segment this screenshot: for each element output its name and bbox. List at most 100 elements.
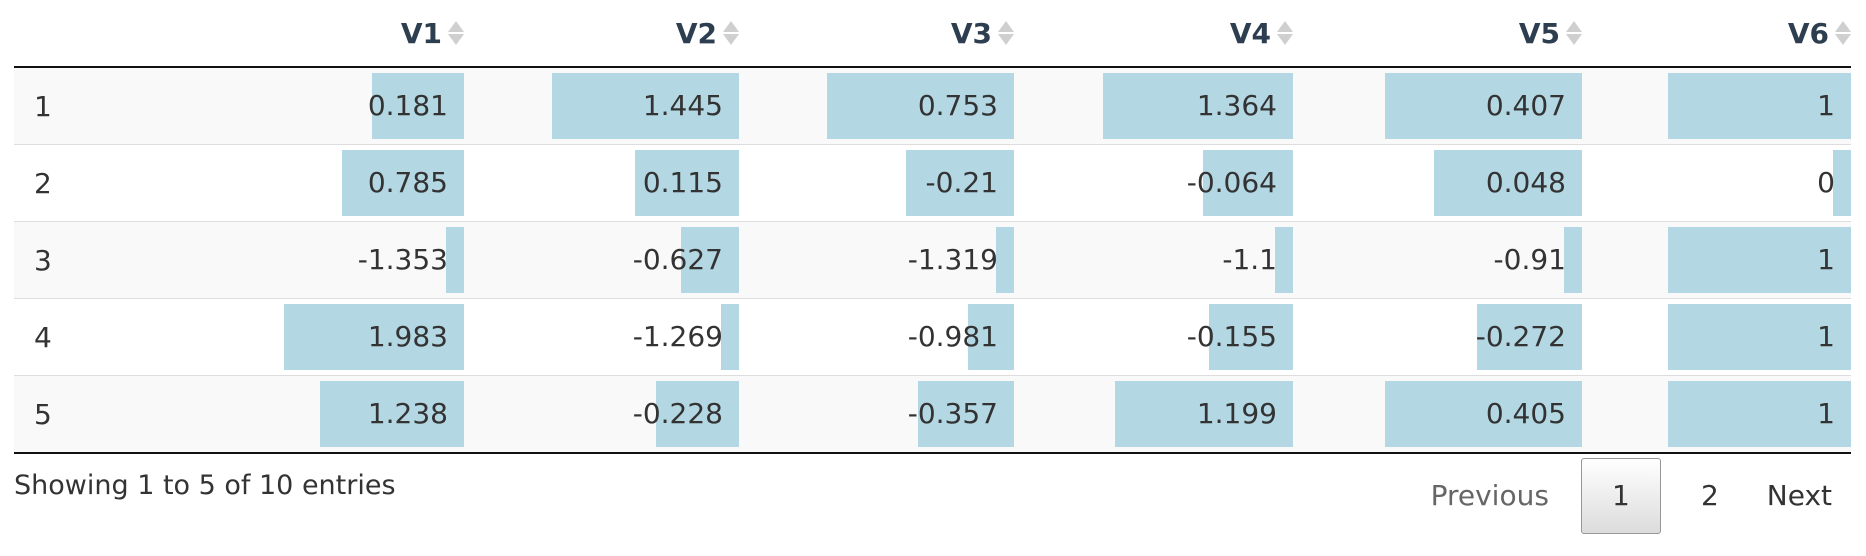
table-cell: 1.238	[200, 375, 464, 454]
value-bar	[1434, 150, 1582, 216]
column-label: V6	[1787, 16, 1829, 50]
header-v6[interactable]: V6	[1582, 0, 1851, 68]
value-bar	[1668, 227, 1851, 293]
pagination: Previous 1 2 Next	[1411, 458, 1852, 534]
row-name: 3	[14, 221, 200, 299]
row-name: 4	[14, 298, 200, 376]
table-cell: -0.228	[464, 375, 739, 454]
cell-value: -1.353	[357, 243, 448, 276]
cell-value: -1.1	[1222, 243, 1277, 276]
table-cell: 0.785	[200, 144, 464, 222]
cell-value: -1.319	[907, 243, 998, 276]
table-cell: -1.269	[464, 298, 739, 376]
cell-value: 0.048	[1485, 166, 1566, 199]
cell-value: 1	[1817, 243, 1835, 276]
cell-value: -0.21	[925, 166, 998, 199]
cell-value: 1	[1817, 89, 1835, 122]
table-cell: 1.199	[1014, 375, 1293, 454]
cell-value: -0.228	[632, 397, 723, 430]
table-cell: 0.405	[1293, 375, 1582, 454]
column-label: V3	[950, 16, 992, 50]
sort-icon[interactable]	[723, 19, 739, 47]
header-v4[interactable]: V4	[1014, 0, 1293, 68]
table-cell: -1.1	[1014, 221, 1293, 299]
table-row: 4 1.983 -1.269 -0.981 -0.155 -0.272 1	[14, 298, 1851, 376]
table-cell: 1.364	[1014, 66, 1293, 145]
table-cell: 1	[1582, 375, 1851, 454]
row-name: 2	[14, 144, 200, 222]
table-cell: -0.91	[1293, 221, 1582, 299]
value-bar	[1385, 73, 1582, 139]
table-cell: -0.272	[1293, 298, 1582, 376]
value-bar	[968, 304, 1014, 370]
cell-value: 1.445	[642, 89, 723, 122]
column-label: V5	[1518, 16, 1560, 50]
page-button-2[interactable]: 2	[1700, 479, 1719, 512]
table-row: 1 0.181 1.445 0.753 1.364 0.407 1	[14, 66, 1851, 145]
value-bar	[1564, 227, 1582, 293]
page-button-1[interactable]: 1	[1580, 458, 1661, 534]
column-label: V4	[1229, 16, 1271, 50]
cell-value: -0.627	[632, 243, 723, 276]
table-body: 1 0.181 1.445 0.753 1.364 0.407 1 2 0.785 0.115 -0…	[14, 66, 1851, 454]
value-bar	[1668, 381, 1851, 447]
sort-icon[interactable]	[998, 19, 1014, 47]
sort-icon[interactable]	[1277, 19, 1293, 47]
value-bar	[1668, 73, 1851, 139]
value-bar	[721, 304, 739, 370]
sort-icon[interactable]	[1566, 19, 1582, 47]
table-info: Showing 1 to 5 of 10 entries	[14, 470, 396, 501]
cell-value: 1	[1817, 320, 1835, 353]
cell-value: -0.272	[1475, 320, 1566, 353]
header-v5[interactable]: V5	[1293, 0, 1582, 68]
table-cell: 0	[1582, 144, 1851, 222]
table-cell: 1.445	[464, 66, 739, 145]
table-cell: 0.115	[464, 144, 739, 222]
cell-value: 1.199	[1196, 397, 1277, 430]
header-rownames	[14, 0, 200, 68]
value-bar	[1115, 381, 1293, 447]
value-bar	[1833, 150, 1851, 216]
value-bar	[342, 150, 464, 216]
value-bar	[372, 73, 464, 139]
value-bar	[1385, 381, 1582, 447]
value-bar	[1668, 304, 1851, 370]
table-cell: 0.048	[1293, 144, 1582, 222]
sort-icon[interactable]	[1835, 19, 1851, 47]
row-name: 1	[14, 66, 200, 145]
table-cell: 1	[1582, 66, 1851, 145]
value-bar	[1477, 304, 1582, 370]
data-table: V1 V2 V3 V4 V5 V6 1 0.181 1.445 0.753 1.364 0.407 1…	[14, 0, 1851, 454]
header-v3[interactable]: V3	[739, 0, 1014, 68]
table-cell: -1.319	[739, 221, 1014, 299]
cell-value: 0.181	[367, 89, 448, 122]
value-bar	[446, 227, 464, 293]
next-button[interactable]: Next	[1766, 479, 1832, 512]
table-cell: 1	[1582, 221, 1851, 299]
table-cell: -0.155	[1014, 298, 1293, 376]
value-bar	[1209, 304, 1293, 370]
value-bar	[996, 227, 1014, 293]
header-v2[interactable]: V2	[464, 0, 739, 68]
table-cell: -0.064	[1014, 144, 1293, 222]
value-bar	[1275, 227, 1293, 293]
table-cell: 0.181	[200, 66, 464, 145]
cell-value: 1.983	[367, 320, 448, 353]
value-bar	[1103, 73, 1293, 139]
previous-button[interactable]: Previous	[1430, 479, 1549, 512]
table-row: 5 1.238 -0.228 -0.357 1.199 0.405 1	[14, 375, 1851, 454]
header-row: V1 V2 V3 V4 V5 V6	[14, 0, 1851, 68]
value-bar	[552, 73, 739, 139]
value-bar	[918, 381, 1014, 447]
value-bar	[635, 150, 739, 216]
cell-value: -1.269	[632, 320, 723, 353]
cell-value: 1.364	[1196, 89, 1277, 122]
table-cell: -1.353	[200, 221, 464, 299]
table-row: 2 0.785 0.115 -0.21 -0.064 0.048 0	[14, 144, 1851, 222]
table-cell: -0.21	[739, 144, 1014, 222]
cell-value: -0.91	[1493, 243, 1566, 276]
table-cell: 1	[1582, 298, 1851, 376]
header-v1[interactable]: V1	[200, 0, 464, 68]
cell-value: -0.981	[907, 320, 998, 353]
sort-icon[interactable]	[448, 19, 464, 47]
